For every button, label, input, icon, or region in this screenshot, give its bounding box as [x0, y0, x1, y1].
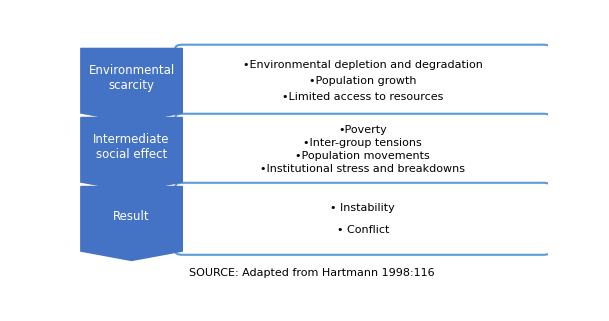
- FancyBboxPatch shape: [175, 114, 551, 186]
- Polygon shape: [81, 48, 182, 122]
- FancyBboxPatch shape: [175, 45, 551, 117]
- Text: •Limited access to resources: •Limited access to resources: [282, 92, 443, 102]
- Text: Result: Result: [113, 210, 150, 223]
- Text: •Population growth: •Population growth: [309, 76, 417, 86]
- Polygon shape: [81, 117, 182, 191]
- Text: •Poverty: •Poverty: [339, 126, 387, 135]
- Text: •Institutional stress and breakdowns: •Institutional stress and breakdowns: [261, 164, 465, 174]
- Text: Intermediate
social effect: Intermediate social effect: [93, 133, 170, 161]
- Text: • Instability: • Instability: [331, 203, 395, 213]
- Text: •Environmental depletion and degradation: •Environmental depletion and degradation: [243, 60, 483, 70]
- Text: •Population movements: •Population movements: [295, 151, 430, 161]
- Polygon shape: [81, 187, 182, 260]
- Text: Environmental
scarcity: Environmental scarcity: [88, 64, 175, 92]
- FancyBboxPatch shape: [175, 183, 551, 255]
- Text: SOURCE: Adapted from Hartmann 1998:116: SOURCE: Adapted from Hartmann 1998:116: [189, 268, 435, 278]
- Text: •Inter-group tensions: •Inter-group tensions: [303, 138, 422, 148]
- Text: • Conflict: • Conflict: [337, 225, 389, 235]
